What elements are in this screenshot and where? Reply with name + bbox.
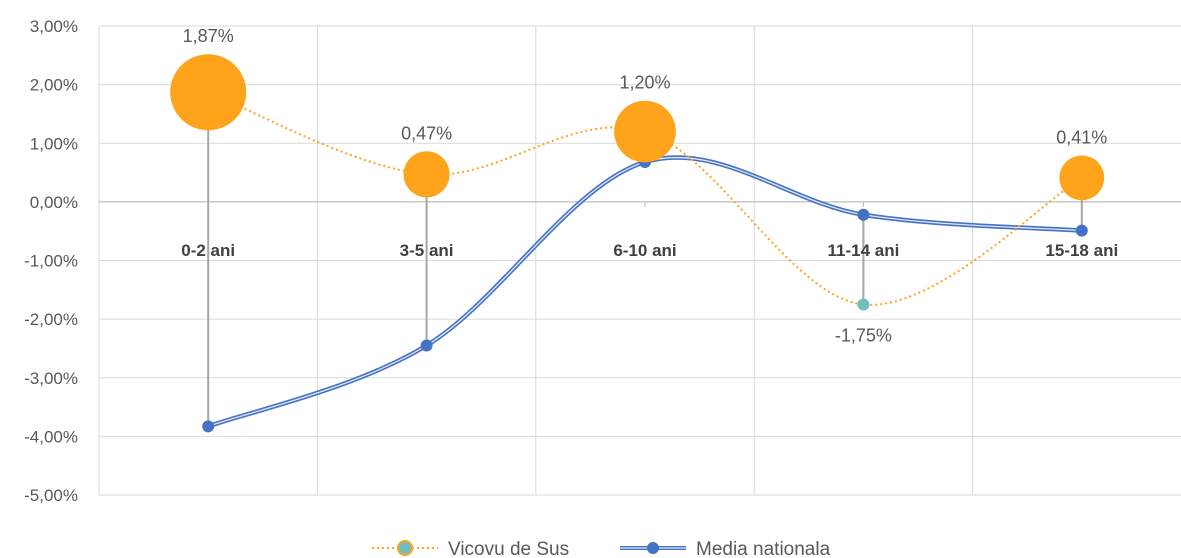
y-axis: 3,00% 2,00% 1,00% 0,00% -1,00% -2,00% -3,00% -4… (24, 17, 78, 505)
legend-swatch-vicovu-marker (397, 540, 413, 556)
y-tick-label: -1,00% (24, 252, 78, 271)
series-line-media-nationala-inner (207, 156, 1082, 428)
category-label-3-5-ani: 3-5 ani (400, 241, 454, 260)
category-label-0-2-ani: 0-2 ani (181, 241, 235, 260)
y-tick-label: -4,00% (24, 427, 78, 446)
point-media-nationala-0-2-ani (202, 420, 215, 433)
point-vicovu-de-sus-6-10-ani (614, 100, 676, 163)
legend-swatch-media-marker (647, 542, 659, 554)
point-vicovu-de-sus-11-14-ani (857, 298, 870, 311)
y-tick-label: 3,00% (30, 17, 78, 36)
point-vicovu-de-sus-15-18-ani (1059, 155, 1105, 201)
point-vicovu-de-sus-3-5-ani (403, 151, 450, 198)
legend-label-media-nationala: Media nationala (696, 539, 831, 558)
series-line-vicovu-de-sus (207, 91, 1083, 306)
data-label-vicovu-de-sus-6-10-ani: 1,20% (619, 73, 670, 93)
data-label-vicovu-de-sus-15-18-ani: 0,41% (1056, 127, 1107, 147)
point-vicovu-de-sus-0-2-ani (170, 54, 247, 131)
legend: Vicovu de Sus Media nationala (372, 539, 831, 558)
category-labels: 0-2 ani 3-5 ani 6-10 ani 11-14 ani 15-18 ani (181, 241, 1118, 260)
y-tick-label: 0,00% (30, 193, 78, 212)
y-tick-label: -5,00% (24, 486, 78, 505)
series-lines (170, 54, 1105, 433)
y-tick-label: 1,00% (30, 134, 78, 153)
data-label-vicovu-de-sus-0-2-ani: 1,87% (183, 26, 234, 46)
data-label-vicovu-de-sus-11-14-ani: -1,75% (835, 325, 892, 345)
y-tick-label: 2,00% (30, 76, 78, 95)
legend-label-vicovu-de-sus: Vicovu de Sus (448, 539, 569, 558)
category-label-6-10-ani: 6-10 ani (613, 241, 676, 260)
category-label-11-14-ani: 11-14 ani (827, 241, 899, 260)
category-label-15-18-ani: 15-18 ani (1045, 241, 1118, 260)
point-media-nationala-11-14-ani (857, 208, 870, 221)
data-label-vicovu-de-sus-3-5-ani: 0,47% (401, 123, 452, 143)
point-media-nationala-15-18-ani (1075, 224, 1088, 237)
y-tick-label: -2,00% (24, 310, 78, 329)
point-media-nationala-3-5-ani (420, 339, 433, 352)
gridlines (98, 25, 1181, 496)
legend-item-media-nationala: Media nationala (620, 539, 831, 558)
legend-item-vicovu-de-sus: Vicovu de Sus (372, 539, 569, 558)
y-tick-label: -3,00% (24, 369, 78, 388)
data-labels: 1,87% 0,47% 1,20% -1,75% 0,41% (183, 26, 1108, 345)
